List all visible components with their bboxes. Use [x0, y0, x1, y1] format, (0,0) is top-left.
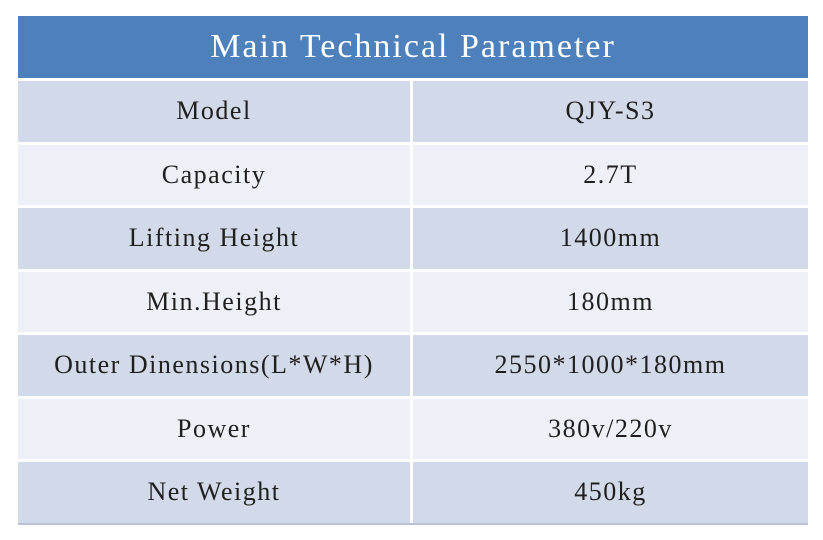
row-value-net-weight: 450kg	[413, 462, 808, 523]
row-value-model: QJY-S3	[413, 81, 808, 142]
technical-parameter-table: Main Technical Parameter Model QJY-S3 Ca…	[18, 16, 808, 525]
table-row: Power 380v/220v	[18, 395, 808, 459]
table-row: Min.Height 180mm	[18, 268, 808, 332]
table-row: Outer Dinensions(L*W*H) 2550*1000*180mm	[18, 332, 808, 396]
row-label-outer-dimensions: Outer Dinensions(L*W*H)	[18, 335, 413, 396]
table-row: Model QJY-S3	[18, 78, 808, 142]
table-row: Capacity 2.7T	[18, 141, 808, 205]
table-row: Lifting Height 1400mm	[18, 205, 808, 269]
row-value-power: 380v/220v	[413, 398, 808, 459]
row-value-capacity: 2.7T	[413, 144, 808, 205]
row-value-min-height: 180mm	[413, 271, 808, 332]
table-title: Main Technical Parameter	[18, 16, 808, 78]
row-label-model: Model	[18, 81, 413, 142]
row-label-min-height: Min.Height	[18, 271, 413, 332]
row-label-lifting-height: Lifting Height	[18, 208, 413, 269]
row-value-outer-dimensions: 2550*1000*180mm	[413, 335, 808, 396]
row-label-power: Power	[18, 398, 413, 459]
row-label-net-weight: Net Weight	[18, 462, 413, 523]
row-value-lifting-height: 1400mm	[413, 208, 808, 269]
table-row: Net Weight 450kg	[18, 459, 808, 523]
row-label-capacity: Capacity	[18, 144, 413, 205]
